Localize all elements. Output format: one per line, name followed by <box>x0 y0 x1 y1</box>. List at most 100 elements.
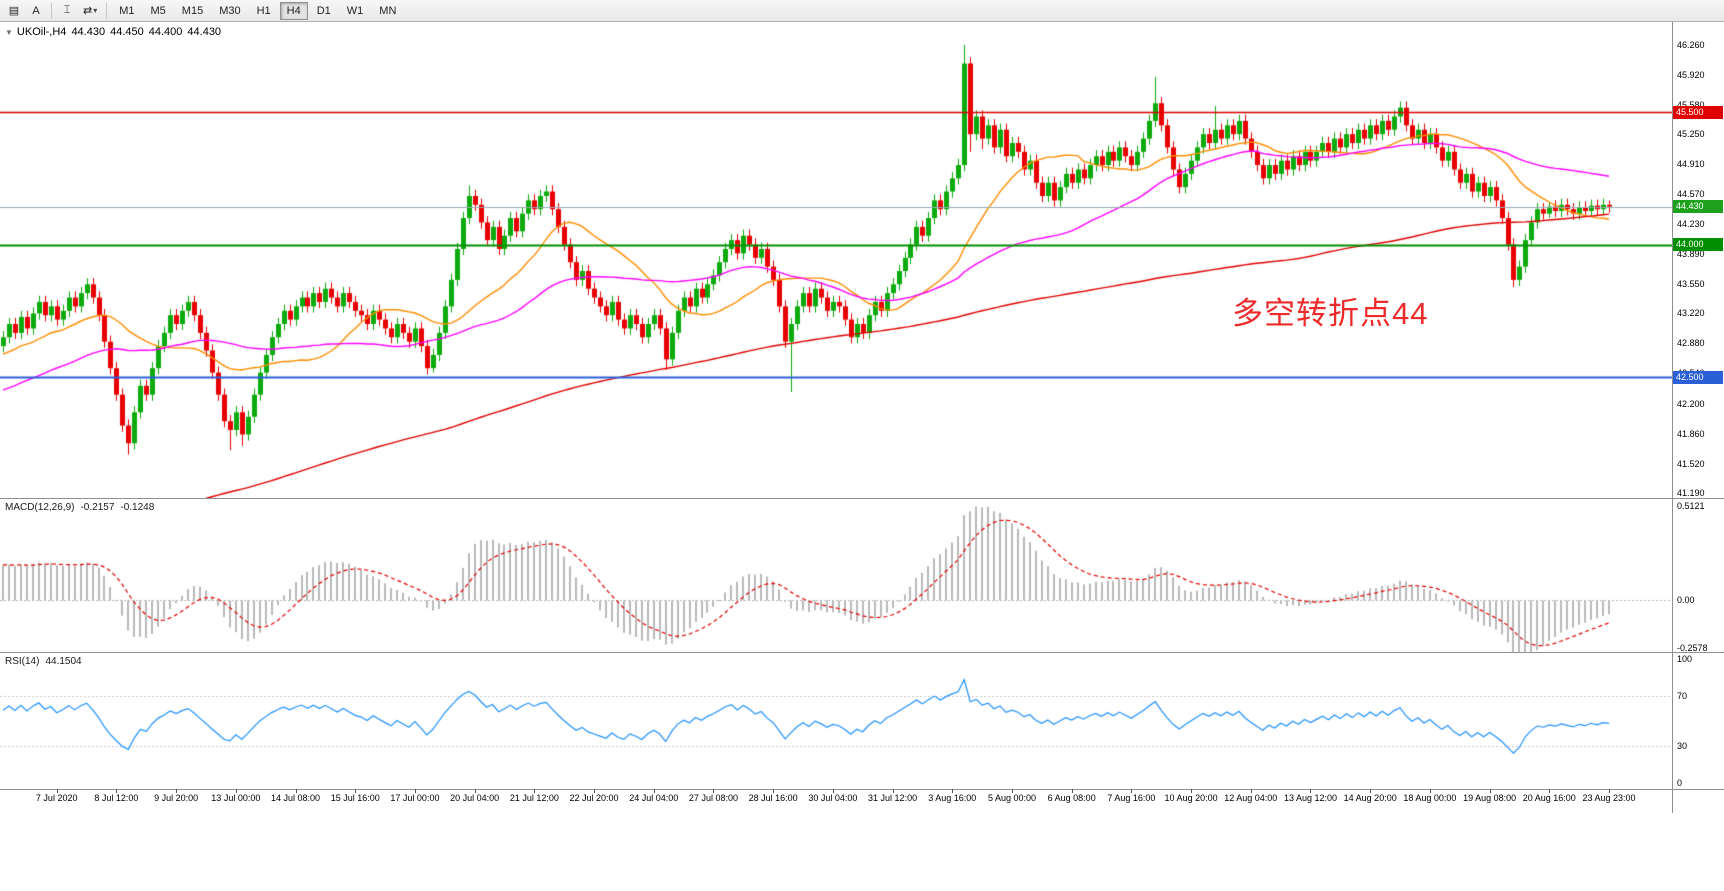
price-tick-label: 42.200 <box>1677 398 1705 409</box>
timeframe-button-m15[interactable]: M15 <box>175 2 210 20</box>
price-scale-border <box>1672 22 1673 813</box>
time-axis-label: 21 Jul 12:00 <box>509 793 559 803</box>
time-axis-label: 17 Jul 00:00 <box>390 793 440 803</box>
time-tick <box>1310 789 1311 793</box>
cursor-tool-icon[interactable]: ⌶ <box>57 2 77 20</box>
price-tick-label: 45.580 <box>1677 100 1705 110</box>
price-tick-label: 41.520 <box>1677 458 1705 469</box>
price-tick-label: 43.220 <box>1677 308 1705 319</box>
time-axis-label: 19 Aug 08:00 <box>1463 793 1517 803</box>
price-tick-label: 44.230 <box>1677 219 1705 230</box>
timeframe-button-d1[interactable]: D1 <box>310 2 338 20</box>
quote-open: 44.430 <box>71 26 106 38</box>
price-tick-label: 43.890 <box>1677 249 1705 260</box>
time-axis-label: 5 Aug 00:00 <box>987 793 1036 803</box>
time-tick <box>1609 789 1610 793</box>
time-axis-label: 10 Aug 20:00 <box>1164 793 1218 803</box>
price-chart-canvas[interactable] <box>0 22 1672 498</box>
time-tick <box>1549 789 1550 793</box>
time-tick <box>1131 789 1132 793</box>
time-axis-label: 7 Jul 2020 <box>35 793 78 803</box>
time-tick <box>773 789 774 793</box>
time-tick <box>116 789 117 793</box>
rsi-axis-label: 0 <box>1677 778 1683 788</box>
time-axis-label: 23 Aug 23:00 <box>1582 793 1636 803</box>
time-axis-label: 20 Jul 04:00 <box>450 793 500 803</box>
timeframe-button-h1[interactable]: H1 <box>250 2 278 20</box>
macd-axis-label: 0.5121 <box>1677 500 1705 511</box>
time-tick <box>1072 789 1073 793</box>
pane-separator[interactable] <box>0 498 1724 499</box>
chart-shift-icon[interactable]: ⇄ ▾ <box>79 2 101 20</box>
time-axis-label: 13 Jul 00:00 <box>211 793 261 803</box>
price-tick-label: 41.860 <box>1677 428 1705 439</box>
time-tick <box>176 789 177 793</box>
time-tick <box>1251 789 1252 793</box>
time-tick <box>952 789 953 793</box>
rsi-axis-label: 100 <box>1677 654 1693 664</box>
collapse-arrow-icon[interactable]: ▼ <box>5 28 13 37</box>
timeframe-button-m5[interactable]: M5 <box>144 2 173 20</box>
price-badge: 44.000 <box>1673 238 1723 252</box>
macd-main-value: -0.2157 <box>80 502 115 513</box>
chart-shift-glyph: ⇄ <box>83 5 93 17</box>
time-axis-label: 7 Aug 16:00 <box>1107 793 1156 803</box>
time-axis-label: 12 Aug 04:00 <box>1224 793 1278 803</box>
timeframe-button-m30[interactable]: M30 <box>212 2 247 20</box>
time-axis-label: 9 Jul 20:00 <box>154 793 199 803</box>
time-tick <box>296 789 297 793</box>
rsi-axis-label: 30 <box>1677 740 1688 751</box>
time-axis-label: 20 Aug 16:00 <box>1522 793 1576 803</box>
time-axis-label: 31 Jul 12:00 <box>868 793 918 803</box>
macd-indicator-canvas[interactable] <box>0 499 1672 652</box>
macd-label-line: MACD(12,26,9) -0.2157 -0.1248 <box>5 502 160 513</box>
price-tick-label: 41.190 <box>1677 487 1705 498</box>
time-axis-label: 22 Jul 20:00 <box>569 793 619 803</box>
toolbar-separator <box>106 2 108 19</box>
quote-line: ▼ UKOil-,H4 44.430 44.450 44.400 44.430 <box>5 26 226 38</box>
time-tick <box>1191 789 1192 793</box>
time-axis-label: 30 Jul 04:00 <box>808 793 858 803</box>
time-tick <box>57 789 58 793</box>
text-tool-icon[interactable]: A <box>26 2 46 20</box>
time-axis-label: 3 Aug 16:00 <box>928 793 977 803</box>
timeframe-button-mn[interactable]: MN <box>372 2 403 20</box>
time-axis-label: 18 Aug 00:00 <box>1403 793 1457 803</box>
timeframe-button-w1[interactable]: W1 <box>340 2 371 20</box>
price-tick-label: 46.260 <box>1677 39 1705 50</box>
time-tick <box>415 789 416 793</box>
macd-signal-value: -0.1248 <box>120 502 155 513</box>
time-axis-label: 24 Jul 04:00 <box>629 793 679 803</box>
price-tick-label: 44.570 <box>1677 189 1705 200</box>
symbols-list-icon[interactable]: ▤ <box>4 2 24 20</box>
macd-axis-label: 0.00 <box>1677 595 1695 606</box>
rsi-label-line: RSI(14) 44.1504 <box>5 656 88 667</box>
price-badge: 42.500 <box>1673 370 1723 384</box>
price-tick-label: 42.880 <box>1677 338 1705 349</box>
time-tick <box>534 789 535 793</box>
rsi-value: 44.1504 <box>45 656 82 667</box>
time-tick <box>475 789 476 793</box>
price-badge: 45.500 <box>1673 105 1723 119</box>
macd-name: MACD(12,26,9) <box>5 502 75 513</box>
time-axis-label: 14 Jul 08:00 <box>271 793 321 803</box>
time-axis-label: 13 Aug 12:00 <box>1283 793 1338 803</box>
time-tick <box>654 789 655 793</box>
time-axis-label: 8 Jul 12:00 <box>94 793 139 803</box>
time-tick <box>594 789 595 793</box>
price-tick-label: 43.550 <box>1677 279 1705 290</box>
time-tick <box>1430 789 1431 793</box>
rsi-name: RSI(14) <box>5 656 40 667</box>
time-tick <box>893 789 894 793</box>
quote-close: 44.430 <box>187 26 222 38</box>
time-tick <box>355 789 356 793</box>
rsi-indicator-canvas[interactable] <box>0 653 1672 789</box>
quote-high: 44.450 <box>110 26 144 38</box>
timeframe-button-h4[interactable]: H4 <box>279 2 308 20</box>
pane-separator[interactable] <box>0 652 1724 653</box>
timeframe-button-m1[interactable]: M1 <box>112 2 141 20</box>
price-tick-label: 44.910 <box>1677 159 1705 170</box>
time-tick <box>1490 789 1491 793</box>
time-axis-label: 15 Jul 16:00 <box>330 793 380 803</box>
